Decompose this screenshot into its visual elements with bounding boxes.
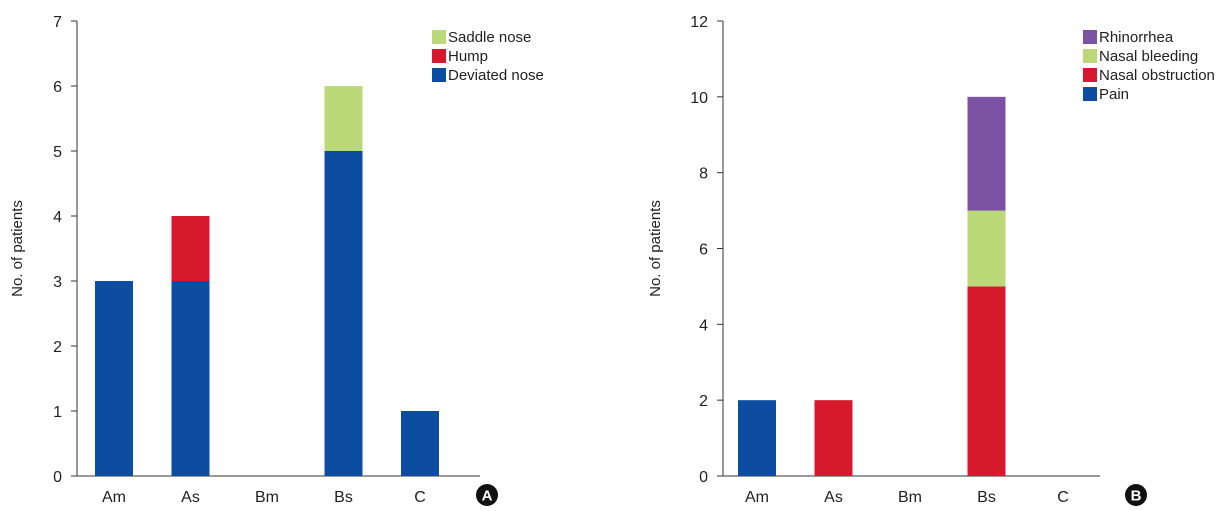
bar-as-hump xyxy=(171,216,210,281)
chart-panel-a: 0 1 2 3 4 5 6 7 No. of patients Am As Bm Bs C Saddle n… xyxy=(9,14,544,506)
legend-swatch xyxy=(1083,87,1097,101)
x-tick-label: Am xyxy=(745,489,769,506)
x-tick-label: Bm xyxy=(898,489,922,506)
x-tick-label: As xyxy=(181,489,200,506)
y-tick-label: 6 xyxy=(53,79,62,96)
x-tick-label: Bs xyxy=(977,489,996,506)
legend-label: Saddle nose xyxy=(448,29,531,46)
y-tick-label: 0 xyxy=(699,469,708,486)
chart-panel-b: 0 2 4 6 8 10 12 No. of patients Am As Bm Bs C Rhinorr… xyxy=(647,14,1215,506)
x-tick-label: Bs xyxy=(334,489,353,506)
y-tick-label: 4 xyxy=(699,317,708,334)
legend-swatch xyxy=(432,30,446,44)
y-tick-label: 3 xyxy=(53,274,62,291)
y-axis-label: No. of patients xyxy=(9,200,26,297)
y-tick-label: 12 xyxy=(690,14,708,31)
y-tick-label: 2 xyxy=(699,393,708,410)
y-tick-label: 4 xyxy=(53,209,62,226)
bar-am-deviated-nose xyxy=(95,281,133,476)
bar-bs-saddle-nose xyxy=(324,86,363,151)
legend-label: Pain xyxy=(1099,86,1129,103)
y-tick-label: 10 xyxy=(690,90,708,107)
bar-bs-nasal-bleeding xyxy=(967,210,1006,287)
y-tick-label: 6 xyxy=(699,242,708,259)
x-tick-label: C xyxy=(414,489,426,506)
legend-swatch xyxy=(1083,49,1097,63)
legend-label: Deviated nose xyxy=(448,67,544,84)
panel-badge-circle xyxy=(476,484,498,506)
x-tick-label: As xyxy=(824,489,843,506)
bar-am-pain xyxy=(738,400,776,476)
bar-bs-rhinorrhea xyxy=(967,96,1006,211)
legend-label: Hump xyxy=(448,48,488,65)
bar-c-deviated-nose xyxy=(401,411,439,476)
y-tick-label: 8 xyxy=(699,166,708,183)
bar-bs-nasal-obstruction xyxy=(967,286,1006,476)
bar-bs-deviated-nose xyxy=(324,151,363,476)
x-tick-label: Bm xyxy=(255,489,279,506)
x-tick-label: C xyxy=(1057,489,1069,506)
panel-badge-label: A xyxy=(482,488,493,505)
y-tick-label: 7 xyxy=(53,14,62,31)
legend-swatch xyxy=(432,68,446,82)
bar-as-deviated-nose xyxy=(171,281,210,476)
y-tick-label: 0 xyxy=(53,469,62,486)
legend-swatch xyxy=(432,49,446,63)
bar-as-nasal-obstruction xyxy=(814,400,853,476)
legend-swatch xyxy=(1083,30,1097,44)
legend-label: Nasal obstruction xyxy=(1099,67,1215,84)
legend-label: Nasal bleeding xyxy=(1099,48,1198,65)
y-tick-label: 2 xyxy=(53,339,62,356)
panel-badge-circle xyxy=(1125,484,1147,506)
y-tick-label: 1 xyxy=(53,404,62,421)
panel-badge-label: B xyxy=(1131,488,1142,505)
legend-swatch xyxy=(1083,68,1097,82)
y-axis-label: No. of patients xyxy=(647,200,664,297)
x-tick-label: Am xyxy=(102,489,126,506)
y-tick-label: 5 xyxy=(53,144,62,161)
legend-label: Rhinorrhea xyxy=(1099,29,1174,46)
